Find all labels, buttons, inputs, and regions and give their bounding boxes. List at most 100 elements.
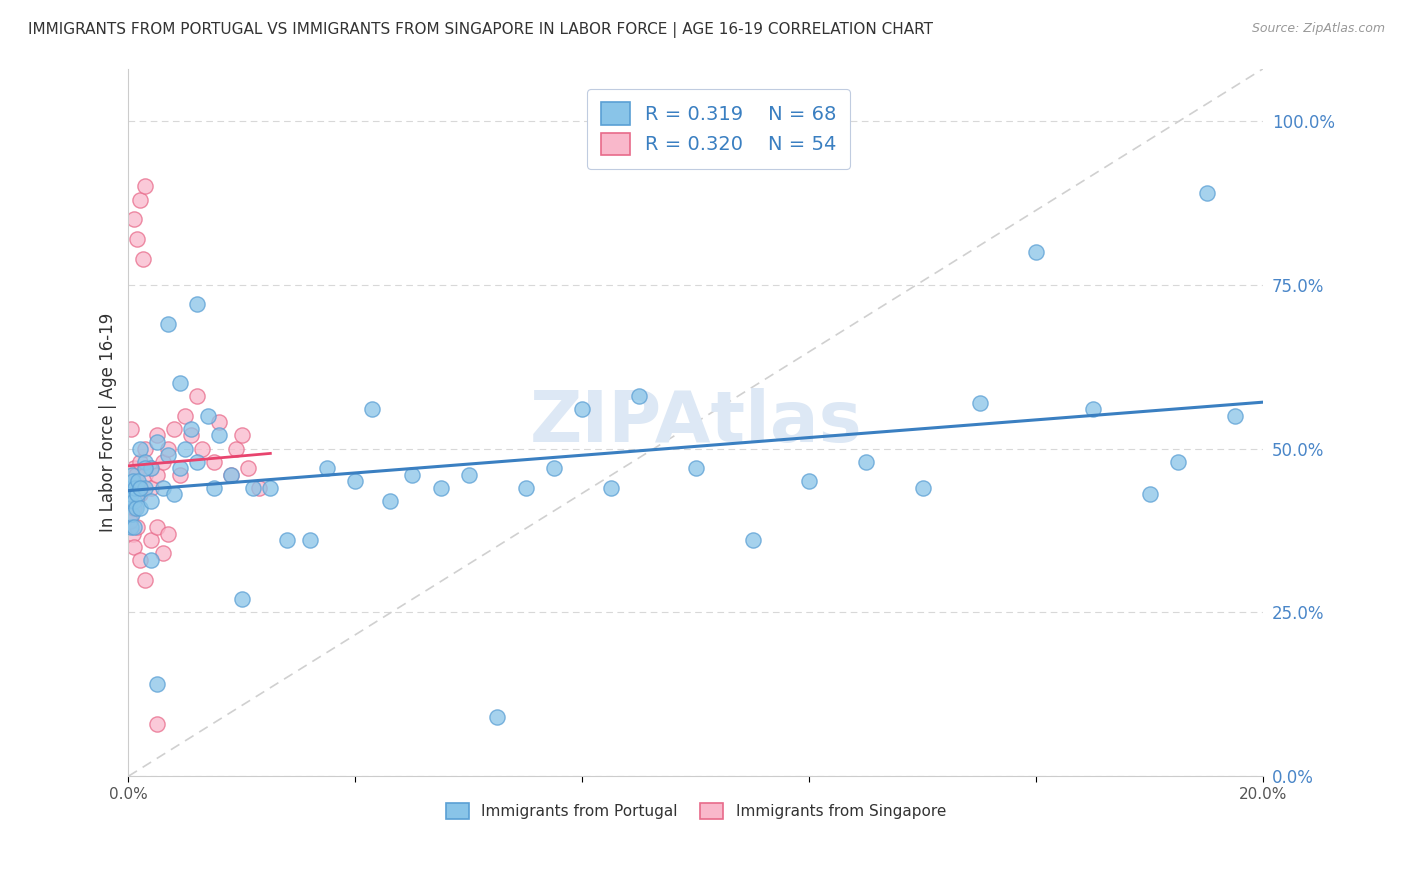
Point — [121, 507, 143, 521]
Point — [180, 428, 202, 442]
Point — [208, 415, 231, 429]
Point — [122, 481, 145, 495]
Point — [141, 494, 163, 508]
Point — [121, 467, 143, 482]
Point — [186, 297, 208, 311]
Point — [118, 494, 141, 508]
Point — [128, 481, 150, 495]
Point — [146, 428, 169, 442]
Point — [458, 467, 481, 482]
Point — [120, 487, 142, 501]
Point — [125, 467, 148, 482]
Point — [191, 442, 214, 456]
Point — [515, 481, 537, 495]
Point — [202, 481, 225, 495]
Point — [571, 402, 593, 417]
Point — [122, 212, 145, 227]
Point — [1025, 244, 1047, 259]
Point — [799, 475, 821, 489]
Point — [122, 526, 145, 541]
Point — [685, 461, 707, 475]
Point — [122, 520, 145, 534]
Point — [163, 487, 186, 501]
Point — [208, 428, 231, 442]
Point — [118, 494, 141, 508]
Point — [157, 442, 180, 456]
Point — [169, 461, 191, 475]
Point — [628, 389, 651, 403]
Point — [163, 422, 186, 436]
Point — [219, 467, 242, 482]
Point — [134, 573, 156, 587]
Point — [486, 710, 509, 724]
Point — [124, 487, 146, 501]
Point — [125, 232, 148, 246]
Point — [120, 422, 142, 436]
Point — [120, 520, 142, 534]
Point — [128, 553, 150, 567]
Point — [174, 442, 197, 456]
Point — [141, 461, 163, 475]
Point — [134, 179, 156, 194]
Point — [344, 475, 367, 489]
Point — [118, 487, 141, 501]
Point — [259, 481, 281, 495]
Point — [122, 475, 145, 489]
Point — [1139, 487, 1161, 501]
Point — [128, 455, 150, 469]
Point — [122, 461, 145, 475]
Point — [121, 475, 143, 489]
Point — [141, 533, 163, 548]
Point — [134, 461, 156, 475]
Text: Source: ZipAtlas.com: Source: ZipAtlas.com — [1251, 22, 1385, 36]
Point — [316, 461, 339, 475]
Point — [120, 507, 142, 521]
Point — [141, 481, 163, 495]
Point — [157, 317, 180, 331]
Point — [180, 422, 202, 436]
Point — [122, 494, 145, 508]
Point — [378, 494, 401, 508]
Point — [146, 520, 169, 534]
Point — [152, 481, 174, 495]
Point — [118, 514, 141, 528]
Point — [276, 533, 298, 548]
Point — [120, 481, 142, 495]
Point — [124, 481, 146, 495]
Point — [599, 481, 621, 495]
Point — [219, 467, 242, 482]
Point — [134, 455, 156, 469]
Point — [543, 461, 565, 475]
Point — [1083, 402, 1105, 417]
Point — [141, 553, 163, 567]
Point — [186, 389, 208, 403]
Point — [231, 592, 253, 607]
Point — [125, 487, 148, 501]
Point — [128, 487, 150, 501]
Point — [186, 455, 208, 469]
Point — [146, 677, 169, 691]
Point — [128, 500, 150, 515]
Y-axis label: In Labor Force | Age 16-19: In Labor Force | Age 16-19 — [100, 313, 117, 532]
Point — [157, 448, 180, 462]
Text: IMMIGRANTS FROM PORTUGAL VS IMMIGRANTS FROM SINGAPORE IN LABOR FORCE | AGE 16-19: IMMIGRANTS FROM PORTUGAL VS IMMIGRANTS F… — [28, 22, 934, 38]
Point — [855, 455, 877, 469]
Point — [1167, 455, 1189, 469]
Point — [231, 428, 253, 442]
Point — [197, 409, 219, 423]
Point — [121, 487, 143, 501]
Point — [122, 540, 145, 554]
Point — [1223, 409, 1246, 423]
Point — [401, 467, 423, 482]
Point — [141, 461, 163, 475]
Point — [134, 481, 156, 495]
Point — [247, 481, 270, 495]
Legend: Immigrants from Portugal, Immigrants from Singapore: Immigrants from Portugal, Immigrants fro… — [440, 797, 952, 825]
Point — [969, 395, 991, 409]
Point — [152, 455, 174, 469]
Point — [741, 533, 763, 548]
Point — [125, 520, 148, 534]
Point — [146, 467, 169, 482]
Point — [1195, 186, 1218, 200]
Point — [134, 442, 156, 456]
